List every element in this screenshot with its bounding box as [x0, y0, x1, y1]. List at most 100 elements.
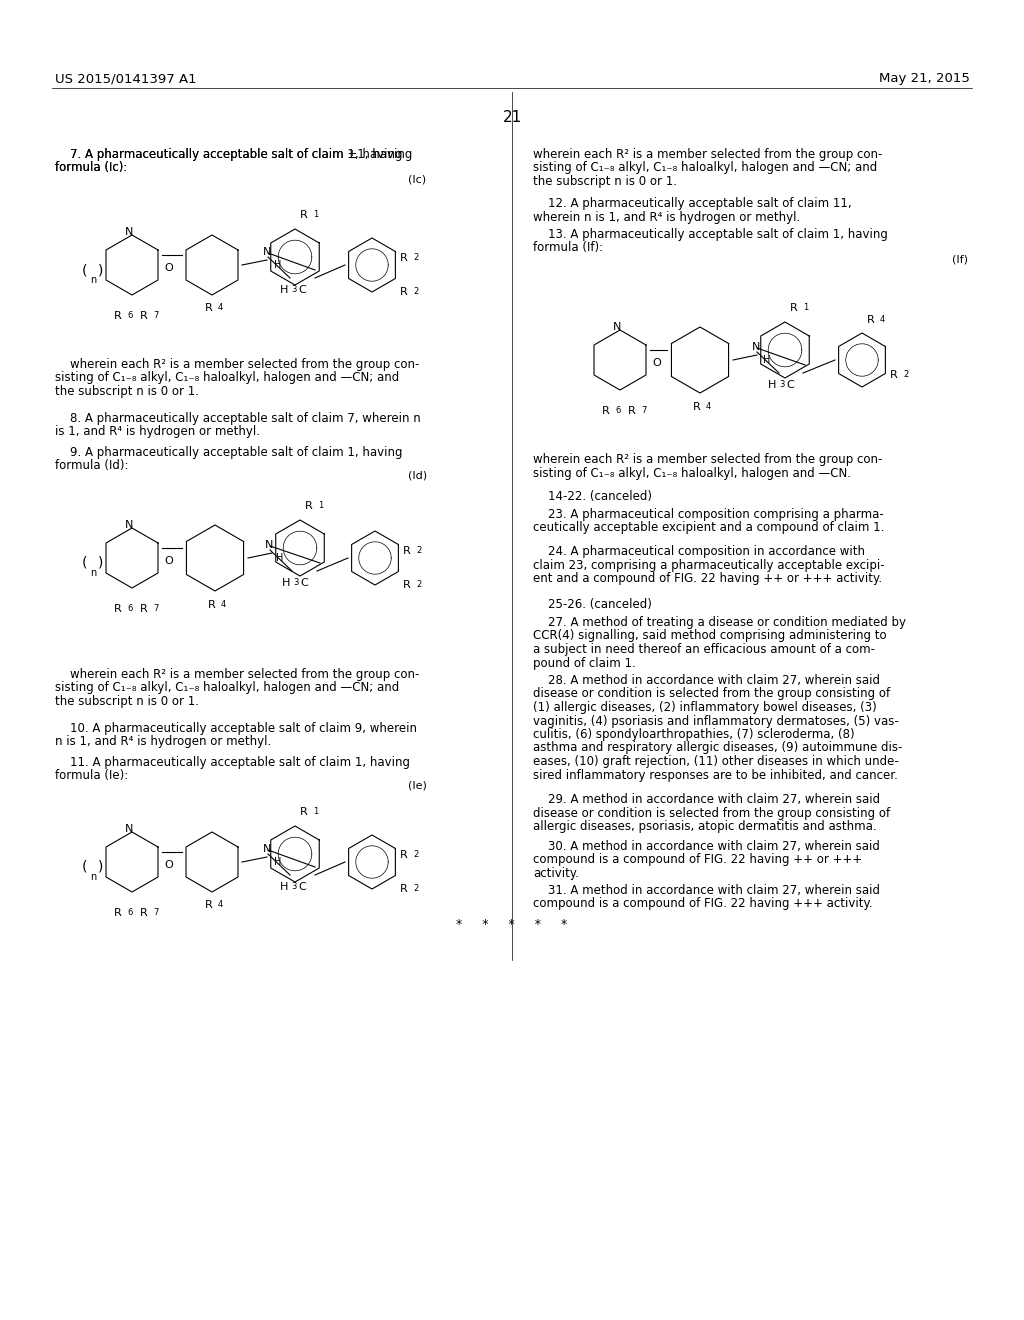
Text: (: (: [82, 263, 87, 277]
Text: ent and a compound of FIG. 22 having ++ or +++ activity.: ent and a compound of FIG. 22 having ++ …: [534, 572, 882, 585]
Text: 11. A pharmaceutically acceptable salt of claim 1, having: 11. A pharmaceutically acceptable salt o…: [55, 756, 410, 770]
Text: C: C: [298, 285, 306, 294]
Text: (: (: [82, 861, 87, 874]
Text: ceutically acceptable excipient and a compound of claim 1.: ceutically acceptable excipient and a co…: [534, 521, 885, 535]
Text: 6: 6: [127, 605, 132, 612]
Text: the subscript n is 0 or 1.: the subscript n is 0 or 1.: [534, 176, 677, 187]
Text: wherein each R² is a member selected from the group con-: wherein each R² is a member selected fro…: [55, 358, 420, 371]
Text: disease or condition is selected from the group consisting of: disease or condition is selected from th…: [534, 688, 890, 701]
Text: N: N: [125, 227, 133, 238]
Text: (Ie): (Ie): [408, 780, 427, 789]
Text: ): ): [98, 263, 103, 277]
Text: ): ): [98, 861, 103, 874]
Text: n: n: [90, 568, 96, 578]
Text: 3: 3: [291, 285, 296, 294]
Text: is 1, and R⁴ is hydrogen or methyl.: is 1, and R⁴ is hydrogen or methyl.: [55, 425, 260, 438]
Text: 31. A method in accordance with claim 27, wherein said: 31. A method in accordance with claim 27…: [534, 884, 880, 898]
Text: R: R: [890, 370, 898, 380]
Text: N: N: [263, 247, 271, 257]
Text: O: O: [652, 358, 660, 368]
Text: 1: 1: [318, 502, 324, 510]
Text: 6: 6: [127, 312, 132, 319]
Text: formula (Ic):: formula (Ic):: [55, 161, 127, 174]
Text: 7: 7: [153, 605, 159, 612]
Text: culitis, (6) spondyloarthropathies, (7) scleroderma, (8): culitis, (6) spondyloarthropathies, (7) …: [534, 729, 855, 741]
Text: R: R: [208, 601, 216, 610]
Text: R: R: [403, 579, 411, 590]
Text: the subscript n is 0 or 1.: the subscript n is 0 or 1.: [55, 696, 199, 708]
Text: (1) allergic diseases, (2) inflammatory bowel diseases, (3): (1) allergic diseases, (2) inflammatory …: [534, 701, 877, 714]
Text: H: H: [274, 260, 282, 271]
Text: R: R: [400, 286, 408, 297]
Text: R: R: [403, 546, 411, 556]
Text: 10. A pharmaceutically acceptable salt of claim 9, wherein: 10. A pharmaceutically acceptable salt o…: [55, 722, 417, 735]
Text: wherein n is 1, and R⁴ is hydrogen or methyl.: wherein n is 1, and R⁴ is hydrogen or me…: [534, 210, 800, 223]
Text: R: R: [114, 605, 122, 614]
Text: disease or condition is selected from the group consisting of: disease or condition is selected from th…: [534, 807, 890, 820]
Text: H: H: [763, 355, 770, 366]
Text: 14-22. (canceled): 14-22. (canceled): [534, 490, 652, 503]
Text: US 2015/0141397 A1: US 2015/0141397 A1: [55, 73, 197, 84]
Text: R: R: [140, 605, 147, 614]
Text: R: R: [300, 807, 308, 817]
Text: ): ): [98, 556, 103, 570]
Text: allergic diseases, psoriasis, atopic dermatitis and asthma.: allergic diseases, psoriasis, atopic der…: [534, 820, 877, 833]
Text: R: R: [628, 407, 636, 416]
Text: 27. A method of treating a disease or condition mediated by: 27. A method of treating a disease or co…: [534, 616, 906, 630]
Text: formula (Ic):: formula (Ic):: [55, 161, 127, 174]
Text: N: N: [125, 824, 133, 834]
Text: H: H: [280, 285, 289, 294]
Text: formula (Ie):: formula (Ie):: [55, 770, 128, 783]
Text: N: N: [613, 322, 622, 333]
Text: 2: 2: [416, 579, 421, 589]
Text: H: H: [280, 882, 289, 892]
Text: May 21, 2015: May 21, 2015: [880, 73, 970, 84]
Text: 25-26. (canceled): 25-26. (canceled): [534, 598, 652, 611]
Text: sisting of C₁₋₈ alkyl, C₁₋₈ haloalkyl, halogen and —CN.: sisting of C₁₋₈ alkyl, C₁₋₈ haloalkyl, h…: [534, 466, 851, 479]
Text: R: R: [205, 900, 213, 909]
Text: 3: 3: [291, 882, 296, 891]
Text: 4: 4: [218, 304, 223, 312]
Text: R: R: [140, 312, 147, 321]
Text: 7: 7: [153, 908, 159, 917]
Text: O: O: [164, 556, 173, 566]
Text: R: R: [867, 315, 874, 325]
Text: 6: 6: [127, 908, 132, 917]
Text: compound is a compound of FIG. 22 having +++ activity.: compound is a compound of FIG. 22 having…: [534, 898, 872, 911]
Text: claim 23, comprising a pharmaceutically acceptable excipi-: claim 23, comprising a pharmaceutically …: [534, 558, 885, 572]
Text: R: R: [300, 210, 308, 220]
Text: the subscript n is 0 or 1.: the subscript n is 0 or 1.: [55, 385, 199, 399]
Text: R: R: [205, 304, 213, 313]
Text: R: R: [400, 253, 408, 263]
Text: a subject in need thereof an efficacious amount of a com-: a subject in need thereof an efficacious…: [534, 643, 874, 656]
Text: 24. A pharmaceutical composition in accordance with: 24. A pharmaceutical composition in acco…: [534, 545, 865, 558]
Text: sisting of C₁₋₈ alkyl, C₁₋₈ haloalkyl, halogen and —CN; and: sisting of C₁₋₈ alkyl, C₁₋₈ haloalkyl, h…: [55, 371, 399, 384]
Text: H: H: [768, 380, 776, 389]
Text: formula (Id):: formula (Id):: [55, 459, 128, 473]
Text: R: R: [400, 884, 408, 894]
Text: 7: 7: [153, 312, 159, 319]
Text: 2: 2: [413, 253, 418, 261]
Text: C: C: [298, 882, 306, 892]
Text: H: H: [276, 553, 284, 564]
Text: N: N: [263, 843, 271, 854]
Text: 3: 3: [779, 380, 784, 389]
Text: R: R: [400, 850, 408, 861]
Text: 8. A pharmaceutically acceptable salt of claim 7, wherein n: 8. A pharmaceutically acceptable salt of…: [55, 412, 421, 425]
Text: 4: 4: [221, 601, 226, 609]
Text: 1: 1: [313, 807, 318, 816]
Text: H: H: [282, 578, 291, 587]
Text: C: C: [786, 380, 794, 389]
Text: 21: 21: [503, 110, 521, 125]
Text: 4: 4: [706, 403, 712, 411]
Text: n is 1, and R⁴ is hydrogen or methyl.: n is 1, and R⁴ is hydrogen or methyl.: [55, 735, 271, 748]
Text: 4: 4: [880, 315, 886, 323]
Text: 2: 2: [413, 850, 418, 859]
Text: 2: 2: [903, 370, 908, 379]
Text: wherein each R² is a member selected from the group con-: wherein each R² is a member selected fro…: [534, 453, 883, 466]
Text: (Id): (Id): [408, 470, 427, 480]
Text: activity.: activity.: [534, 867, 579, 880]
Text: sisting of C₁₋₈ alkyl, C₁₋₈ haloalkyl, halogen and —CN; and: sisting of C₁₋₈ alkyl, C₁₋₈ haloalkyl, h…: [534, 161, 878, 174]
Text: 30. A method in accordance with claim 27, wherein said: 30. A method in accordance with claim 27…: [534, 840, 880, 853]
Text: H: H: [274, 857, 282, 867]
